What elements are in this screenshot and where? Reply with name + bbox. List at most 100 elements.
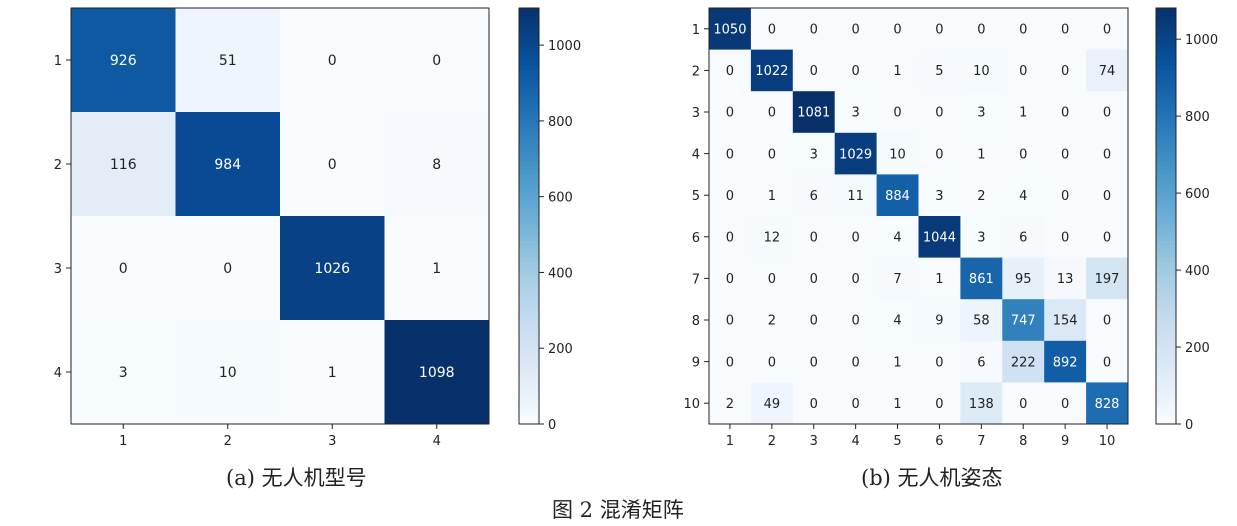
- cell-label: 0: [893, 22, 901, 37]
- cell: [1044, 91, 1087, 134]
- colorbar-band: [519, 270, 539, 275]
- colorbar-band: [519, 299, 539, 304]
- cell: [71, 216, 176, 321]
- colorbar-band: [519, 124, 539, 130]
- cell: [834, 299, 878, 342]
- cell-label: 3: [852, 106, 860, 121]
- colorbar-band: [519, 411, 539, 417]
- x-tick-label: 2: [224, 434, 232, 449]
- cell-label: 1081: [797, 106, 830, 121]
- colorbar-band: [519, 295, 539, 300]
- cell-label: 4: [893, 230, 901, 245]
- cell: [918, 174, 961, 217]
- colorbar-band: [1156, 224, 1176, 230]
- colorbar-band: [519, 203, 539, 209]
- colorbar-band: [519, 324, 539, 329]
- colorbar-band: [519, 37, 539, 42]
- cell: [709, 132, 752, 175]
- cell-label: 3: [935, 189, 943, 204]
- colorbar-band: [1156, 369, 1176, 375]
- cell: [918, 132, 961, 175]
- colorbar-band: [1156, 344, 1176, 350]
- colorbar-band: [519, 8, 539, 13]
- cell: [792, 340, 836, 383]
- colorbar-band: [519, 240, 539, 246]
- cell-label: 0: [810, 22, 818, 37]
- colorbar-band: [519, 274, 539, 279]
- colorbar-band: [1156, 199, 1176, 205]
- colorbar-band: [519, 328, 539, 334]
- colorbar-band: [1156, 95, 1176, 101]
- cell-label: 0: [977, 22, 985, 37]
- cell-label: 0: [432, 53, 441, 69]
- cell: [1002, 216, 1045, 259]
- cell-label: 1: [893, 64, 901, 79]
- cell-label: 1: [977, 147, 985, 162]
- cell: [280, 8, 385, 113]
- y-tick-label: 9: [692, 356, 700, 371]
- colorbar-band: [1156, 99, 1176, 105]
- colorbar-band: [1156, 240, 1176, 246]
- cell: [1044, 340, 1087, 383]
- colorbar-band: [1156, 203, 1176, 209]
- cell: [1086, 382, 1129, 425]
- cell-label: 0: [935, 22, 943, 37]
- colorbar-band: [519, 386, 539, 392]
- colorbar-band: [1156, 20, 1176, 26]
- cell-label: 0: [1061, 106, 1069, 121]
- cell-label: 12: [764, 230, 781, 245]
- colorbar-band: [1156, 145, 1176, 151]
- y-tick-label: 2: [692, 64, 700, 79]
- cell-label: 1: [893, 355, 901, 370]
- colorbar-band: [519, 278, 539, 284]
- cell: [918, 216, 961, 259]
- cell: [1044, 216, 1087, 259]
- colorbar-tick-label: 200: [548, 342, 573, 357]
- colorbar-band: [1156, 49, 1176, 55]
- colorbar-band: [519, 195, 539, 200]
- cell-label: 1: [768, 189, 776, 204]
- cell-label: 884: [885, 189, 910, 204]
- colorbar-band: [519, 403, 539, 408]
- cell: [960, 257, 1003, 300]
- colorbar-band: [1156, 332, 1176, 338]
- colorbar-tick-label: 1000: [1185, 33, 1218, 48]
- cell: [918, 49, 961, 92]
- colorbar-band: [1156, 136, 1176, 142]
- colorbar-band: [1156, 53, 1176, 59]
- cell-label: 1: [432, 261, 441, 277]
- colorbar-band: [1156, 253, 1176, 259]
- cell: [960, 340, 1003, 383]
- colorbar-frame: [1155, 7, 1177, 425]
- cell-label: 0: [810, 314, 818, 329]
- colorbar-band: [519, 53, 539, 59]
- cell-label: 6: [1019, 230, 1027, 245]
- colorbar-band: [1156, 132, 1176, 138]
- cell-label: 7: [893, 272, 901, 287]
- x-tick-label: 4: [433, 434, 441, 449]
- figure-caption: 图 2 混淆矩阵: [552, 498, 684, 522]
- colorbar-band: [519, 49, 539, 55]
- colorbar-band: [519, 382, 539, 388]
- cell: [876, 299, 919, 342]
- colorbar-band: [519, 257, 539, 263]
- cell-label: 1: [328, 365, 337, 381]
- cell-label: 4: [893, 314, 901, 329]
- colorbar-band: [1156, 107, 1176, 113]
- cell: [834, 49, 878, 92]
- colorbar-band: [1156, 311, 1176, 317]
- cell-label: 0: [810, 64, 818, 79]
- cell: [876, 132, 919, 175]
- cell-label: 0: [810, 355, 818, 370]
- cell-label: 926: [110, 53, 137, 69]
- y-tick-label: 4: [692, 148, 700, 163]
- colorbar-band: [1156, 216, 1176, 221]
- cell: [918, 299, 961, 342]
- x-tick-label: 6: [935, 434, 943, 449]
- x-tick-label: 9: [1061, 434, 1069, 449]
- colorbar-band: [1156, 378, 1176, 383]
- colorbar-band: [1156, 232, 1176, 238]
- colorbar-band: [1156, 62, 1176, 67]
- cell: [1044, 174, 1087, 217]
